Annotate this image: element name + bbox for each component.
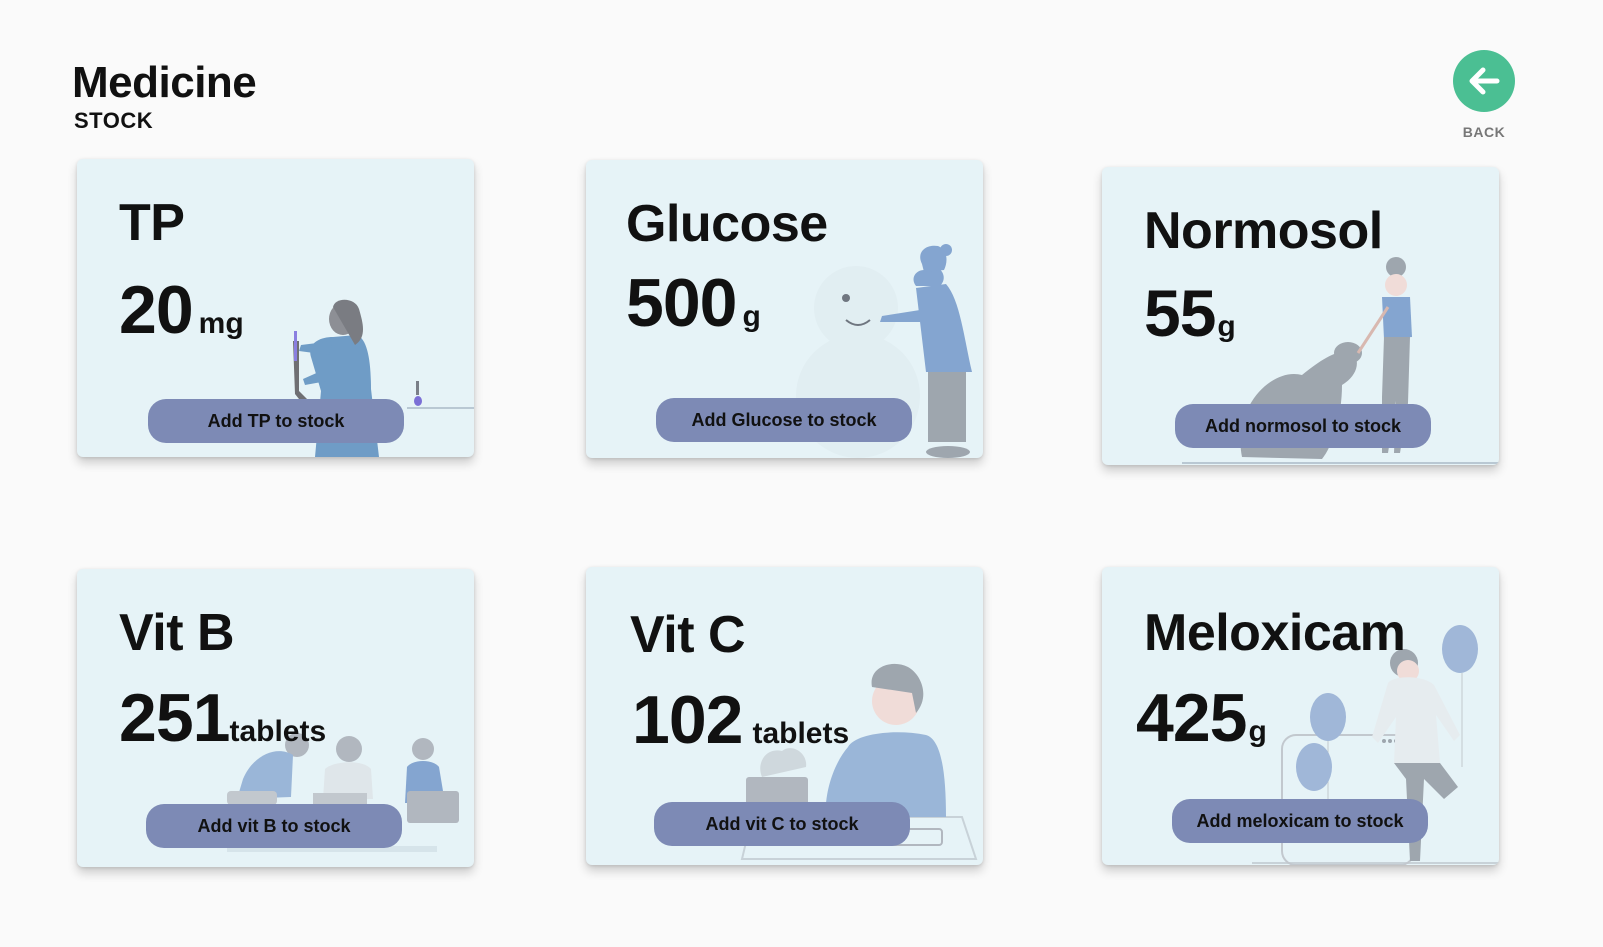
item-name: Glucose <box>626 195 828 253</box>
item-name: TP <box>119 194 185 252</box>
add-meloxicam-button[interactable]: Add meloxicam to stock <box>1172 799 1428 843</box>
back-button-circle[interactable] <box>1453 50 1515 112</box>
stock-card-vit-b: Vit B 251tablets Add vit B to stock <box>77 569 474 867</box>
item-unit: tablets <box>752 717 850 750</box>
item-unit: g <box>1217 310 1236 343</box>
arrow-left-icon <box>1469 67 1500 95</box>
item-unit: tablets <box>229 715 327 748</box>
item-quantity: 55g <box>1144 275 1236 351</box>
add-tp-button[interactable]: Add TP to stock <box>148 399 404 443</box>
stock-card-meloxicam: Meloxicam 425g Add meloxicam to stock <box>1102 567 1499 865</box>
item-amount: 425 <box>1136 680 1247 756</box>
item-quantity: 102 tablets <box>632 681 849 759</box>
item-name: Meloxicam <box>1144 604 1406 662</box>
item-unit: g <box>1248 715 1267 748</box>
item-amount: 102 <box>632 682 743 758</box>
back-label: BACK <box>1462 124 1506 140</box>
item-name: Vit B <box>119 604 235 662</box>
item-quantity: 500 g <box>626 264 761 342</box>
item-quantity: 251tablets <box>119 679 326 757</box>
page-header: Medicine STOCK <box>72 58 257 134</box>
item-quantity: 425g <box>1136 679 1267 757</box>
stock-card-glucose: Glucose 500 g Add Glucose to stock <box>586 160 983 458</box>
stock-card-tp: TP 20 mg Add TP to stock <box>77 159 474 457</box>
add-vit-b-button[interactable]: Add vit B to stock <box>146 804 402 848</box>
add-normosol-button[interactable]: Add normosol to stock <box>1175 404 1431 448</box>
stock-card-vit-c: Vit C 102 tablets Add vit C to stock <box>586 567 983 865</box>
stock-card-normosol: Normosol 55g Add normosol to stock <box>1102 167 1499 465</box>
item-name: Vit C <box>630 606 746 664</box>
item-amount: 500 <box>626 265 737 341</box>
item-quantity: 20 mg <box>119 271 244 349</box>
item-amount: 55 <box>1144 276 1216 350</box>
item-name: Normosol <box>1144 202 1383 260</box>
back-button[interactable]: BACK <box>1453 50 1515 140</box>
add-vit-c-button[interactable]: Add vit C to stock <box>654 802 910 846</box>
item-amount: 20 <box>119 272 194 348</box>
page-subtitle: STOCK <box>74 108 154 134</box>
item-unit: g <box>742 300 761 333</box>
add-glucose-button[interactable]: Add Glucose to stock <box>656 398 912 442</box>
item-unit: mg <box>198 307 244 340</box>
page-title: Medicine <box>72 58 257 107</box>
item-amount: 251 <box>119 680 230 756</box>
